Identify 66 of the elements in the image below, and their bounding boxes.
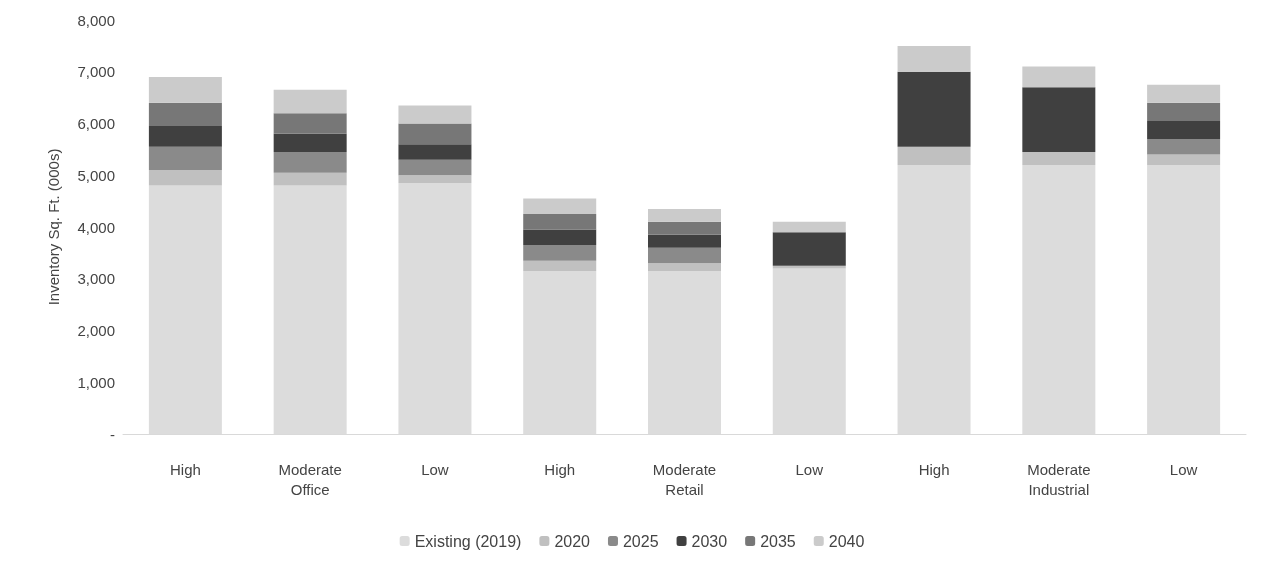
bar — [273, 113, 347, 134]
bar — [523, 245, 597, 261]
bar — [398, 159, 472, 176]
legend-label: 2035 — [760, 532, 796, 550]
bar — [772, 232, 846, 266]
bar — [148, 126, 222, 147]
bar — [523, 214, 597, 230]
legend-label: 2030 — [691, 532, 728, 550]
bar — [1147, 120, 1221, 140]
bar — [148, 146, 222, 171]
bar — [523, 260, 597, 271]
y-tick-label: 6,000 — [77, 115, 115, 132]
bar — [1147, 102, 1221, 121]
text: Office — [290, 481, 330, 498]
x-tick-label: Moderate — [278, 461, 342, 478]
bar — [1147, 84, 1221, 103]
bar — [398, 144, 472, 160]
bar — [148, 102, 222, 127]
bar — [1022, 87, 1096, 152]
bar — [523, 198, 597, 215]
y-tick-label: 2,000 — [77, 322, 115, 339]
x-tick-label: High — [169, 461, 201, 478]
bar — [1022, 151, 1096, 165]
legend-label: 2025 — [622, 532, 659, 550]
legend-label: Existing (2019) — [414, 532, 522, 550]
bar — [897, 71, 971, 147]
bar — [648, 234, 721, 248]
x-tick-label: High — [544, 461, 576, 478]
bar — [1147, 139, 1221, 155]
x-tick-label: High — [918, 461, 950, 478]
bar — [1022, 66, 1096, 88]
x-tick-label: Moderate — [1027, 461, 1091, 478]
x-tick-label: Moderate — [652, 461, 717, 478]
x-tick-label: Low — [795, 461, 824, 478]
bar — [1147, 154, 1221, 165]
y-tick-label: 5,000 — [77, 166, 115, 184]
bar — [273, 89, 347, 114]
bar — [648, 221, 721, 235]
x-tick-label: Low — [1169, 461, 1198, 478]
bar — [523, 229, 597, 246]
y-tick-label: 3,000 — [77, 270, 115, 288]
legend-label: 2040 — [828, 532, 865, 550]
bar — [273, 151, 347, 173]
bar — [273, 172, 347, 186]
y-axis-title: Inventory Sq. Ft. (000s) — [45, 148, 62, 306]
x-tick-label: Low — [421, 461, 449, 478]
bar — [648, 208, 721, 222]
text: Retail — [665, 481, 704, 498]
bar — [897, 45, 971, 72]
text: Industrial — [1028, 481, 1090, 498]
bar — [648, 247, 721, 264]
legend-label: 2020 — [554, 532, 591, 550]
bar — [398, 175, 472, 184]
bar — [398, 105, 472, 124]
bar — [772, 221, 846, 233]
y-tick-label: 7,000 — [77, 63, 115, 81]
bar — [648, 263, 721, 271]
bar — [897, 146, 971, 165]
y-tick-label: 4,000 — [77, 218, 115, 236]
bar — [273, 133, 347, 152]
y-tick-label: - — [110, 425, 115, 443]
bar — [398, 123, 472, 145]
bar — [148, 170, 222, 186]
y-tick-label: 8,000 — [77, 11, 115, 29]
bar — [148, 76, 222, 103]
y-tick-label: 1,000 — [77, 373, 115, 391]
